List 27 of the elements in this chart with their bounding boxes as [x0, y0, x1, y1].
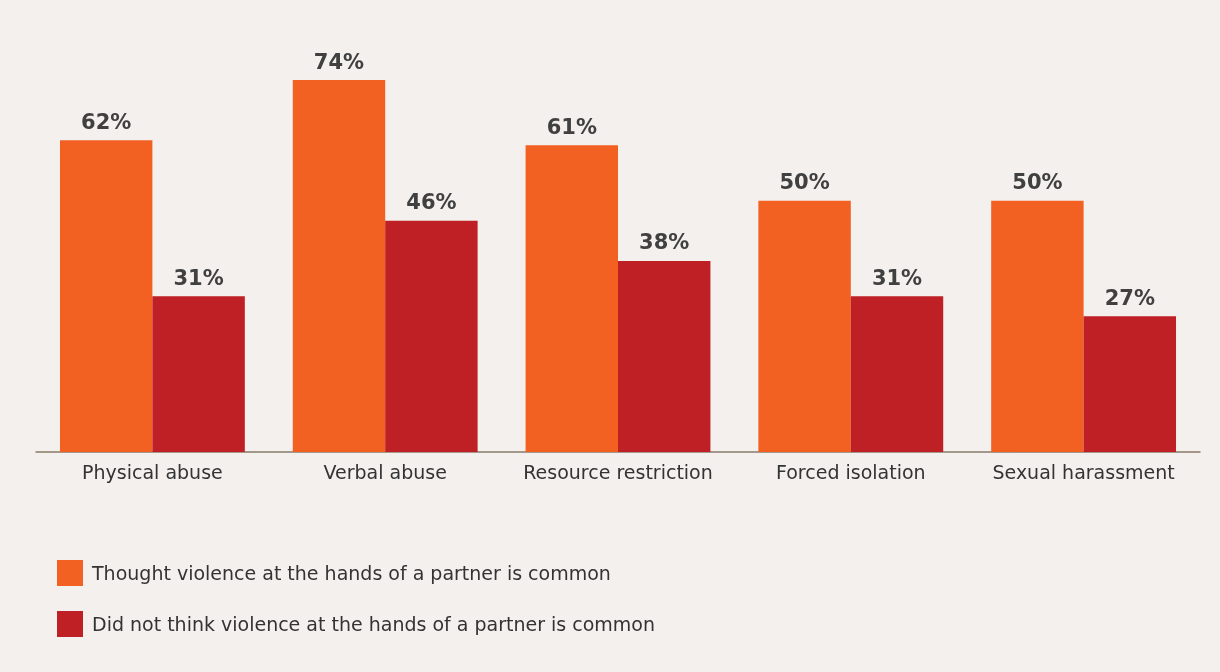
data-label: 31%	[173, 265, 224, 290]
bar	[385, 220, 478, 452]
data-label: 27%	[1104, 285, 1155, 310]
x-tick-label: Sexual harassment	[992, 460, 1175, 483]
bar	[758, 200, 851, 452]
bar	[152, 296, 245, 452]
x-tick-label: Physical abuse	[82, 460, 223, 483]
bar	[59, 140, 153, 452]
x-tick-label: Resource restriction	[523, 460, 713, 483]
x-tick-label: Verbal abuse	[323, 460, 447, 483]
bar	[292, 80, 386, 452]
data-label: 61%	[546, 114, 597, 139]
data-label: 74%	[313, 49, 365, 74]
data-label: 50%	[1012, 170, 1063, 195]
data-label: 31%	[871, 265, 923, 290]
bar	[850, 296, 944, 452]
bar	[618, 260, 711, 452]
bar	[525, 145, 618, 452]
legend-label: Thought violence at the hands of a partner is common	[91, 562, 611, 584]
data-label: 50%	[779, 170, 830, 195]
bar	[991, 200, 1084, 452]
data-label: 38%	[639, 230, 690, 255]
data-label: 46%	[406, 190, 457, 215]
x-tick-label: Forced isolation	[775, 460, 926, 483]
legend-label: Did not think violence at the hands of a partner is common	[92, 613, 655, 635]
data-label: 62%	[81, 109, 132, 134]
bar	[1083, 316, 1177, 452]
